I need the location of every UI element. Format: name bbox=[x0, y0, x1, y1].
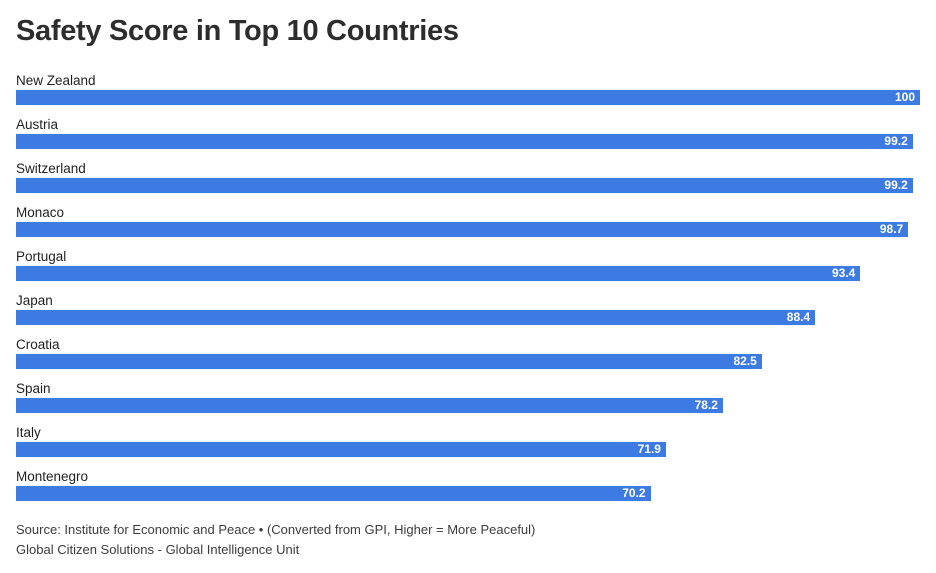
bar-track: 78.2 bbox=[16, 397, 920, 413]
bar-value: 93.4 bbox=[831, 265, 856, 280]
bar-label: Austria bbox=[16, 116, 59, 132]
bar-value: 88.4 bbox=[786, 309, 811, 324]
bar-track: 98.7 bbox=[16, 221, 920, 237]
chart-title: Safety Score in Top 10 Countries bbox=[16, 15, 459, 47]
bar-label: Monaco bbox=[16, 204, 65, 220]
bar-row: Switzerland 99.2 bbox=[16, 161, 920, 193]
bar: 93.4 bbox=[16, 265, 861, 281]
bar: 82.5 bbox=[16, 353, 762, 369]
bar-track: 93.4 bbox=[16, 265, 920, 281]
bar-row: Portugal 93.4 bbox=[16, 249, 920, 281]
credit-note: Global Citizen Solutions - Global Intell… bbox=[16, 541, 300, 557]
bar-value: 82.5 bbox=[733, 353, 757, 368]
bar-track: 71.9 bbox=[16, 441, 920, 457]
bar: 70.2 bbox=[16, 485, 651, 501]
bar-value: 99.2 bbox=[884, 177, 908, 192]
bar-value: 71.9 bbox=[637, 441, 661, 456]
bar-row: Monaco 98.7 bbox=[16, 205, 920, 237]
bar-row: Italy 71.9 bbox=[16, 425, 920, 457]
bar-label: Spain bbox=[16, 380, 51, 396]
bar-value: 100 bbox=[894, 89, 915, 104]
bar-label: Italy bbox=[16, 424, 41, 440]
bar-label: Switzerland bbox=[16, 160, 86, 176]
bar-value: 98.7 bbox=[879, 221, 904, 236]
bar-value: 78.2 bbox=[694, 397, 718, 412]
bar-row: Montenegro 70.2 bbox=[16, 469, 920, 501]
bar-label: Montenegro bbox=[16, 468, 89, 484]
bar: 88.4 bbox=[16, 309, 816, 325]
bar-label: Portugal bbox=[16, 248, 67, 264]
bar: 98.7 bbox=[16, 221, 909, 237]
bar-label: New Zealand bbox=[16, 72, 96, 88]
bar-track: 82.5 bbox=[16, 353, 920, 369]
bar: 71.9 bbox=[16, 441, 666, 457]
bar-row: New Zealand 100 bbox=[16, 73, 920, 105]
bar-value: 99.2 bbox=[884, 133, 908, 148]
bar: 100 bbox=[16, 89, 920, 105]
bar-track: 88.4 bbox=[16, 309, 920, 325]
bar-track: 70.2 bbox=[16, 485, 920, 501]
bar: 99.2 bbox=[16, 177, 913, 193]
bar: 78.2 bbox=[16, 397, 723, 413]
bar-track: 99.2 bbox=[16, 133, 920, 149]
bar: 99.2 bbox=[16, 133, 913, 149]
bar-row: Japan 88.4 bbox=[16, 293, 920, 325]
bar-row: Croatia 82.5 bbox=[16, 337, 920, 369]
bar-track: 99.2 bbox=[16, 177, 920, 193]
bar-track: 100 bbox=[16, 89, 920, 105]
bar-row: Austria 99.2 bbox=[16, 117, 920, 149]
bar-rows: New Zealand 100 Austria 99.2 Switzerland… bbox=[16, 73, 920, 501]
bar-row: Spain 78.2 bbox=[16, 381, 920, 413]
bar-value: 70.2 bbox=[622, 485, 646, 500]
bar-label: Japan bbox=[16, 292, 53, 308]
chart-footer: Source: Institute for Economic and Peace… bbox=[16, 520, 920, 560]
source-note: Source: Institute for Economic and Peace… bbox=[16, 521, 536, 537]
bar-label: Croatia bbox=[16, 336, 60, 352]
